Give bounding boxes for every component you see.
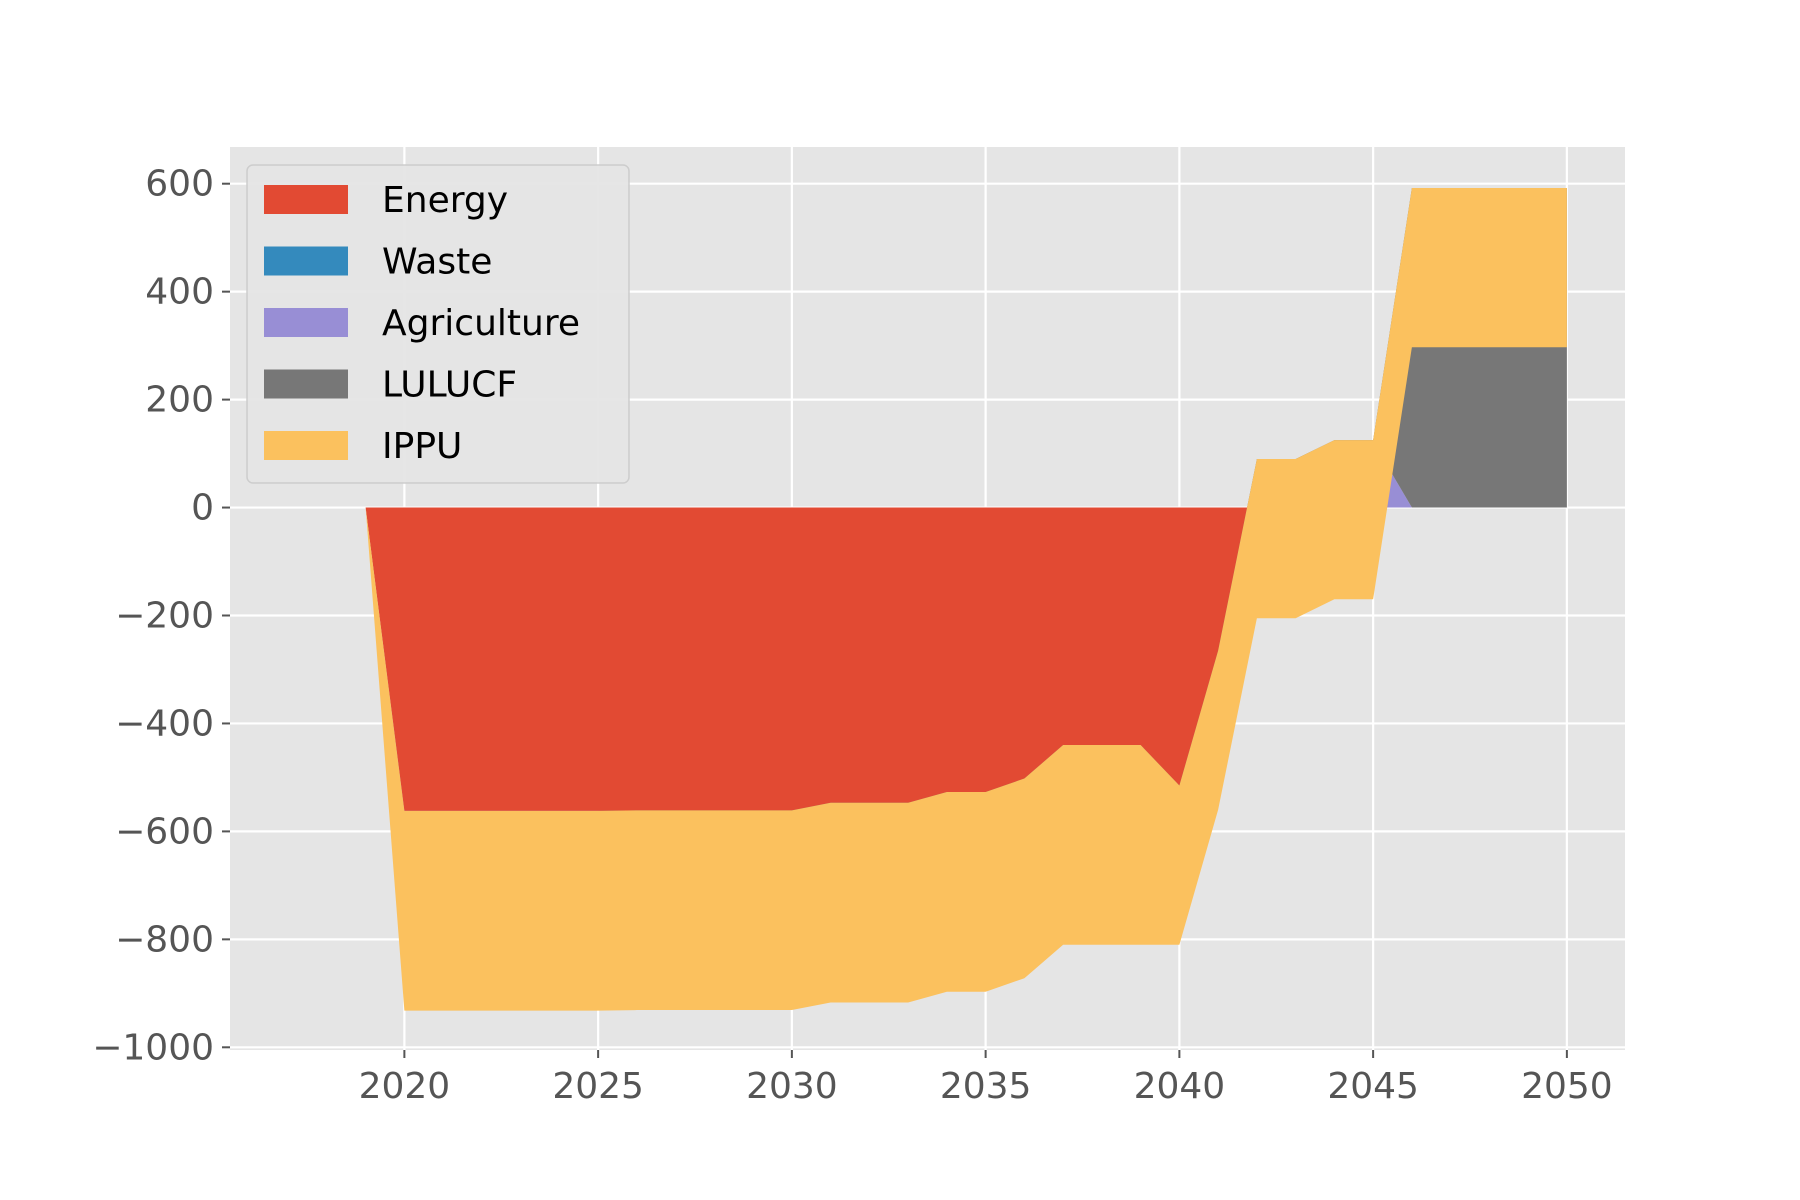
legend-label-ippu: IPPU — [382, 426, 462, 467]
x-tick-label: 2020 — [359, 1066, 451, 1107]
y-tick-label: −400 — [115, 703, 214, 744]
area-series — [365, 188, 1567, 1011]
legend-label-waste: Waste — [382, 242, 492, 283]
x-tick-label: 2040 — [1134, 1066, 1226, 1107]
x-tick-label: 2045 — [1327, 1066, 1419, 1107]
x-tick-label: 2030 — [746, 1066, 838, 1107]
legend-label-energy: Energy — [382, 180, 508, 221]
x-tick-label: 2050 — [1521, 1066, 1613, 1107]
legend-swatch-ippu — [264, 431, 348, 460]
legend: Energy Waste Agriculture LULUCF IPPU — [246, 164, 630, 484]
area-energy — [365, 507, 1567, 853]
y-tick-label: −200 — [115, 596, 214, 637]
y-tick-label: 400 — [145, 272, 214, 313]
y-tick-label: −800 — [115, 919, 214, 960]
y-tick-label: 0 — [191, 488, 214, 529]
legend-swatch-lulucf — [264, 369, 348, 399]
area-ippu — [365, 188, 1567, 1011]
legend-box — [246, 164, 630, 484]
y-tick-label: −1000 — [92, 1027, 214, 1068]
legend-label-agriculture: Agriculture — [382, 303, 580, 344]
y-tick-label: −600 — [115, 811, 214, 852]
legend-swatch-energy — [264, 185, 348, 214]
legend-swatch-agriculture — [264, 308, 348, 337]
x-tick-label: 2035 — [940, 1066, 1032, 1107]
y-tick-label: 600 — [145, 164, 214, 205]
legend-swatch-waste — [264, 246, 348, 276]
y-tick-label: 200 — [145, 380, 214, 421]
x-tick-label: 2025 — [552, 1066, 644, 1107]
axes: 2020 2025 2030 2035 2040 2045 2050 600 400 200 0 −2… — [92, 164, 1612, 1107]
legend-label-lulucf: LULUCF — [382, 365, 517, 406]
